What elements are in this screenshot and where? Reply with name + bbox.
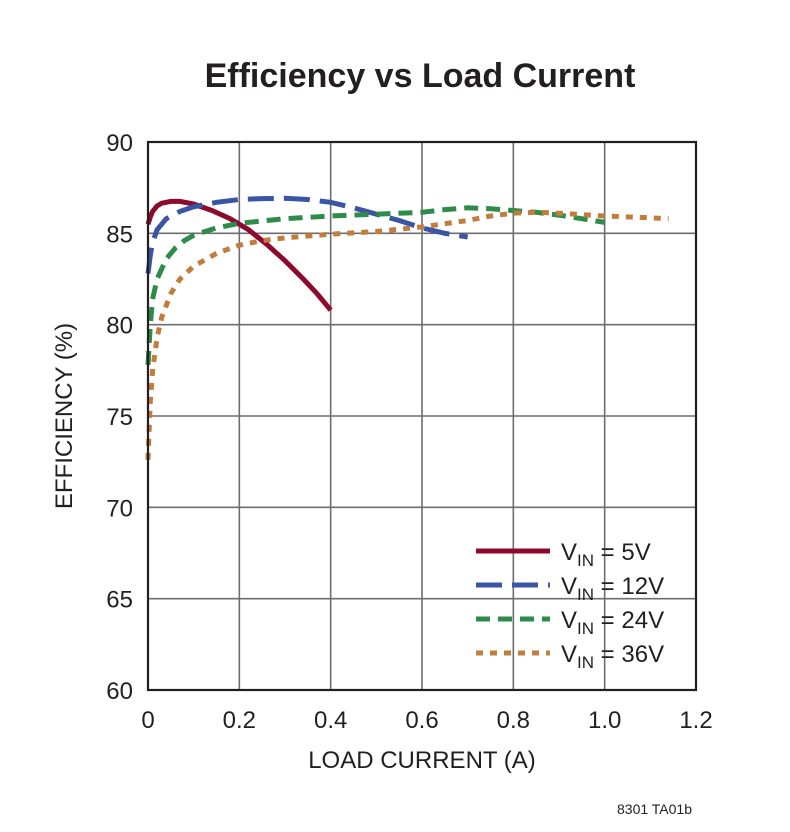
x-tick-label: 0.4 xyxy=(314,707,347,734)
legend-label-vin-5v: VIN = 5V xyxy=(561,539,651,570)
series-line-vin-36v xyxy=(145,209,669,460)
x-tick-labels: 0 0.2 0.4 0.6 0.8 1.0 1.2 xyxy=(141,707,712,734)
y-tick-label: 70 xyxy=(106,495,133,522)
grid-lines xyxy=(148,142,696,690)
legend-label-vin-12v: VIN = 12V xyxy=(561,573,664,604)
y-tick-label: 80 xyxy=(106,313,133,340)
x-tick-label: 0.8 xyxy=(497,707,530,734)
series-line-vin-24v xyxy=(145,205,606,366)
plot-frame xyxy=(146,140,698,692)
x-tick-label: 0.2 xyxy=(223,707,256,734)
y-tick-label: 90 xyxy=(106,130,133,157)
x-tick-label: 1.0 xyxy=(588,707,621,734)
legend-label-vin-36v: VIN = 36V xyxy=(561,641,664,672)
series-line-vin-12v xyxy=(145,195,469,274)
y-tick-label: 85 xyxy=(106,221,133,248)
chart-title: Efficiency vs Load Current xyxy=(205,57,636,95)
x-tick-label: 0.6 xyxy=(405,707,438,734)
y-tick-label: 75 xyxy=(106,404,133,431)
y-tick-labels: 60 65 70 75 80 85 90 xyxy=(106,130,133,705)
x-tick-label: 1.2 xyxy=(679,707,712,734)
figure-code: 8301 TA01b xyxy=(617,801,692,817)
y-tick-label: 60 xyxy=(106,678,133,705)
x-axis-label: LOAD CURRENT (A) xyxy=(308,747,536,774)
series-line-vin-5v xyxy=(145,198,333,312)
y-tick-label: 65 xyxy=(106,587,133,614)
x-tick-label: 0 xyxy=(141,707,154,734)
y-axis-label: EFFICIENCY (%) xyxy=(51,323,78,509)
legend-label-vin-24v: VIN = 24V xyxy=(561,607,664,638)
series-group xyxy=(145,195,669,460)
